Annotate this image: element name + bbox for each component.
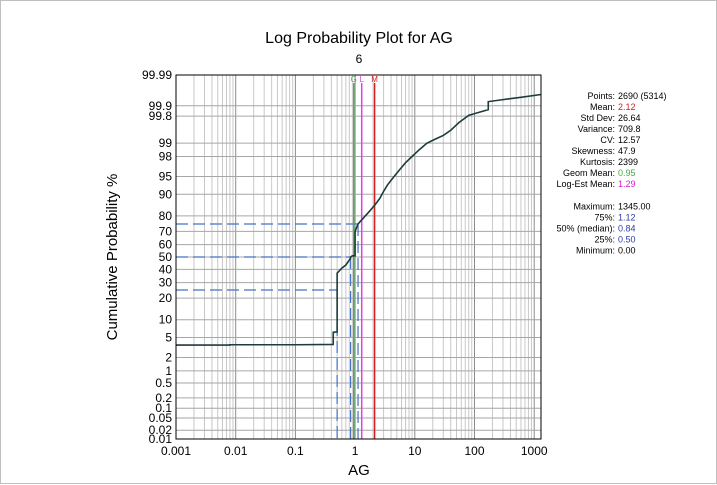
stat-label: Geom Mean: <box>563 168 615 178</box>
x-tick-label: 0.1 <box>287 444 304 458</box>
stat-value: 2690 (5314) <box>618 91 667 101</box>
y-tick-label: 99.8 <box>149 109 173 123</box>
y-tick-label: 0.02 <box>149 423 173 437</box>
plot-area <box>175 74 542 440</box>
stat-label: 50% (median): <box>556 224 615 234</box>
stat-label: Skewness: <box>571 146 615 156</box>
x-tick-label: 1 <box>352 444 359 458</box>
stat-label: Minimum: <box>576 246 615 256</box>
y-tick-label: 99.9 <box>149 99 173 113</box>
stat-value: 1345.00 <box>618 202 651 212</box>
y-tick-label: 0.1 <box>155 401 172 415</box>
stat-label: Points: <box>587 91 615 101</box>
y-tick-label: 70 <box>159 224 173 238</box>
stat-value: 1.29 <box>618 179 636 189</box>
x-tick-label: 0.01 <box>224 444 248 458</box>
stat-label: Variance: <box>578 124 615 134</box>
stat-label: CV: <box>600 135 615 145</box>
y-axis-label: Cumulative Probability % <box>104 174 121 341</box>
y-tick-label: 2 <box>165 351 172 365</box>
stat-value: 0.50 <box>618 235 636 245</box>
reference-line-label: L <box>359 75 364 84</box>
stat-value: 26.64 <box>618 113 641 123</box>
stat-value: 0.84 <box>618 224 636 234</box>
y-tick-label: 60 <box>159 238 173 252</box>
y-tick-label: 90 <box>159 187 173 201</box>
stat-label: Maximum: <box>573 202 615 212</box>
stat-value: 1.12 <box>618 213 636 223</box>
y-tick-label: 50 <box>159 250 173 264</box>
reference-line-label: G <box>351 75 357 84</box>
stat-value: 709.8 <box>618 124 641 134</box>
y-tick-label: 0.01 <box>149 432 173 446</box>
stat-value: 2399 <box>618 157 638 167</box>
x-axis-label: AG <box>348 462 370 479</box>
stat-label: Std Dev: <box>580 113 615 123</box>
chart-title: Log Probability Plot for AG <box>265 30 453 47</box>
y-tick-label: 95 <box>159 170 173 184</box>
stat-label: 25%: <box>594 235 615 245</box>
y-tick-label: 99.99 <box>142 68 172 82</box>
stat-value: 12.57 <box>618 135 641 145</box>
stat-label: Mean: <box>590 102 615 112</box>
y-tick-labels: 0.010.020.050.10.20.512 5 10 20304050607080… <box>142 68 172 446</box>
x-tick-label: 10 <box>408 444 422 458</box>
reference-line-label: M <box>371 75 378 84</box>
x-tick-label: 100 <box>464 444 484 458</box>
stat-value: 0.95 <box>618 168 636 178</box>
y-tick-label: 0.5 <box>155 376 172 390</box>
y-tick-label: 0.05 <box>149 411 173 425</box>
stat-label: Log-Est Mean: <box>556 179 615 189</box>
y-tick-label: 1 <box>165 364 172 378</box>
y-tick-label: 30 <box>159 276 173 290</box>
stat-value: 0.00 <box>618 246 636 256</box>
x-tick-label: 0.001 <box>161 444 191 458</box>
y-tick-label: 99 <box>159 136 173 150</box>
x-tick-labels: 0.001 0.01 0.1 1 10 100 1000 <box>161 444 548 458</box>
chart-subtitle: 6 <box>356 52 363 66</box>
y-tick-label: 98 <box>159 149 173 163</box>
x-tick-label: 1000 <box>521 444 548 458</box>
y-tick-label: 10 <box>159 313 173 327</box>
stat-value: 47.9 <box>618 146 636 156</box>
percentile-guides <box>176 223 359 439</box>
y-tick-label: 20 <box>159 291 173 305</box>
stat-label: 75%: <box>594 213 615 223</box>
y-tick-label: 40 <box>159 262 173 276</box>
stat-label: Kurtosis: <box>580 157 615 167</box>
series-line <box>176 93 542 346</box>
y-tick-label: 80 <box>159 209 173 223</box>
y-tick-label: 5 <box>165 330 172 344</box>
stat-value: 2.12 <box>618 102 636 112</box>
series-layer <box>176 93 542 346</box>
y-tick-label: 0.2 <box>155 391 172 405</box>
